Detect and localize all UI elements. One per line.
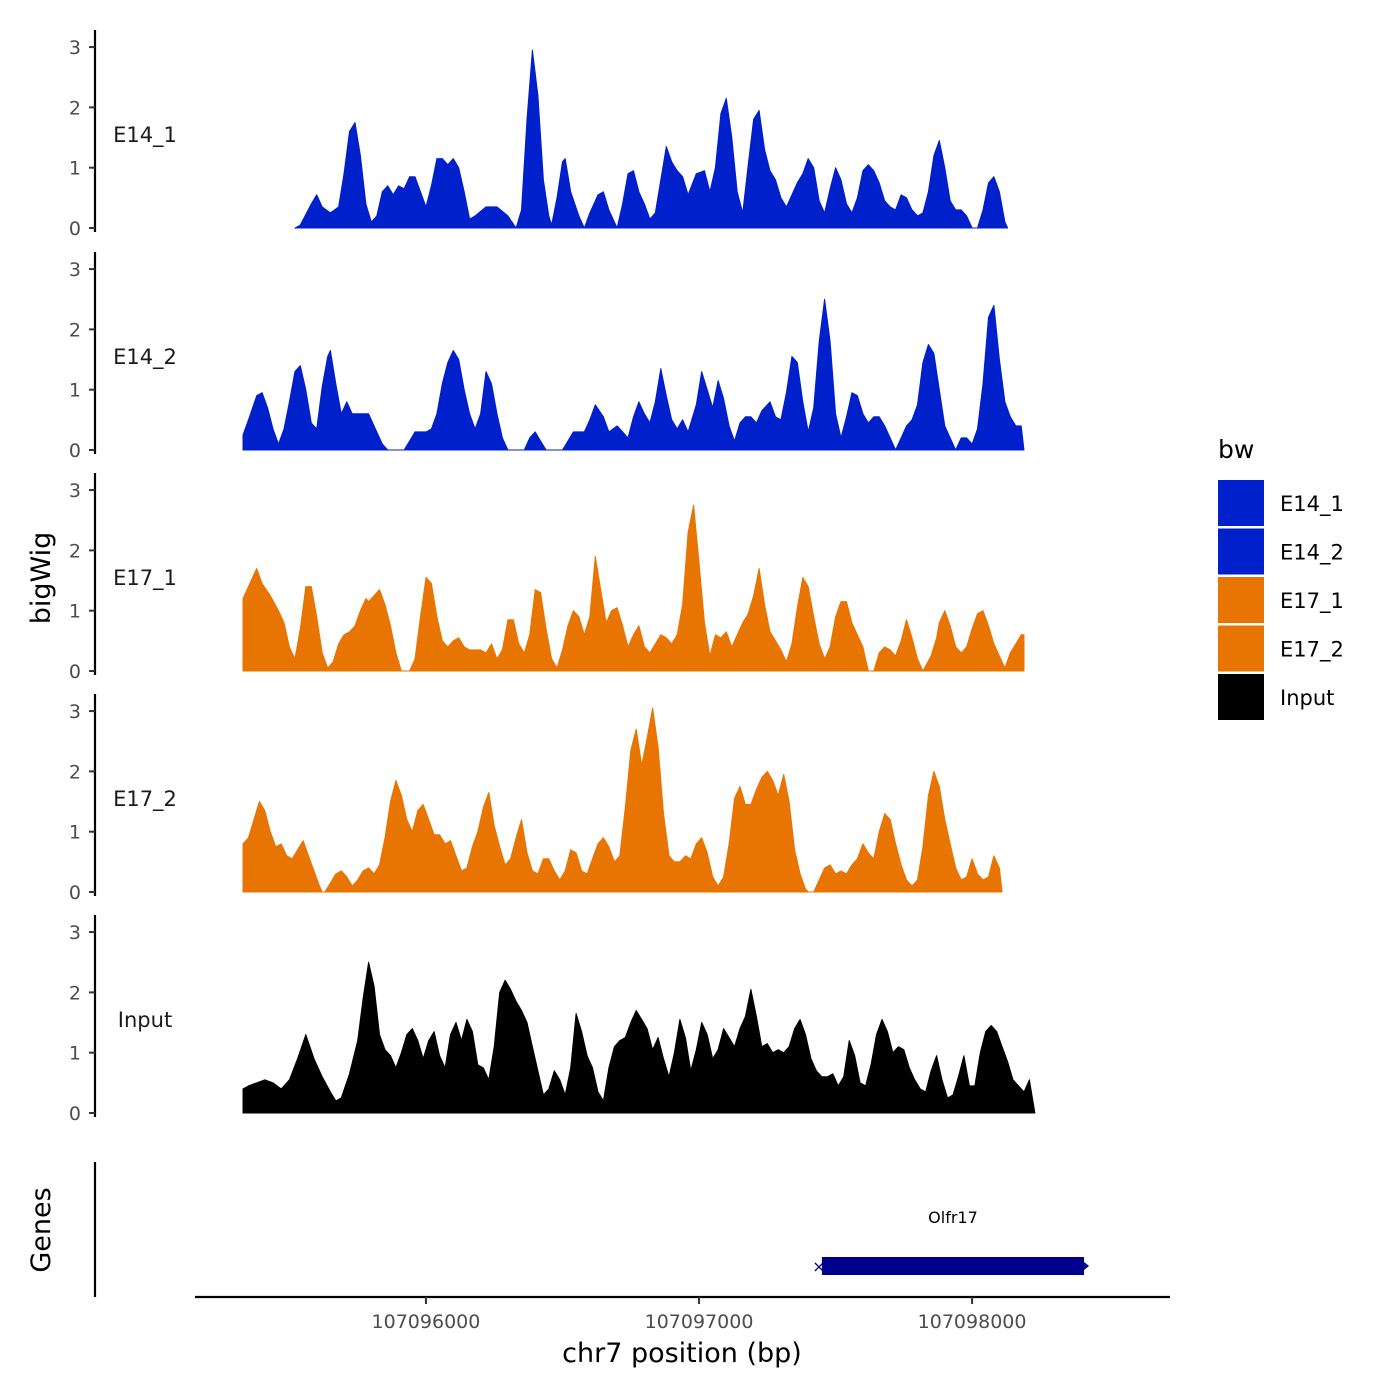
- y-tick-label: 2: [69, 540, 81, 562]
- legend-swatch: [1218, 674, 1264, 720]
- y-tick-label: 3: [69, 701, 81, 723]
- gene-start-marker: ×: [812, 1257, 825, 1276]
- y-tick-label: 3: [69, 480, 81, 502]
- legend-title: bw: [1218, 435, 1254, 464]
- legend: bw E14_1 E14_2 E17_1 E17_2 Input: [1218, 435, 1344, 720]
- y-tick-label: 3: [69, 922, 81, 944]
- area-input: [242, 961, 1036, 1114]
- y-tick-label: 0: [69, 218, 81, 240]
- y-tick-label: 3: [69, 37, 81, 59]
- legend-swatch: [1218, 480, 1264, 526]
- legend-label: E17_1: [1280, 589, 1344, 614]
- y-axis-title: bigWig: [26, 532, 57, 625]
- y-tick-label: 1: [69, 380, 81, 402]
- gene-track: Genes × Olfr17: [26, 1162, 1090, 1297]
- y-tick-label: 0: [69, 882, 81, 904]
- area-e17-1: [242, 504, 1025, 672]
- y-tick-label: 0: [69, 1103, 81, 1125]
- track-e14-1: 0 1 2 3 E14_1: [69, 30, 1009, 240]
- y-tick-label: 3: [69, 259, 81, 281]
- x-axis: 107096000 107097000 107098000 chr7 positio…: [195, 1295, 1170, 1369]
- legend-label: E14_1: [1280, 492, 1344, 517]
- gene-strand-arrow: [1084, 1262, 1090, 1270]
- track-label: E14_1: [113, 123, 177, 148]
- x-tick-label: 107098000: [918, 1311, 1027, 1333]
- gene-feature-bar: [821, 1257, 1085, 1275]
- y-tick-label: 2: [69, 97, 81, 119]
- legend-label: E17_2: [1280, 638, 1344, 663]
- track-e14-2: 0 1 2 3 E14_2: [69, 252, 1025, 462]
- track-e17-2: 0 1 2 3 E17_2: [69, 694, 1003, 904]
- x-ticks: 107096000 107097000 107098000: [372, 1297, 1027, 1333]
- legend-items: E14_1 E14_2 E17_1 E17_2 Input: [1218, 480, 1344, 720]
- area-e14-2: [242, 298, 1025, 451]
- y-tick-label: 2: [69, 982, 81, 1004]
- y-tick-label: 2: [69, 319, 81, 341]
- y-tick-label: 1: [69, 158, 81, 180]
- y-tick-label: 1: [69, 1043, 81, 1065]
- gene-features: × Olfr17: [812, 1208, 1090, 1276]
- gene-label: Olfr17: [928, 1208, 978, 1227]
- x-tick-label: 107097000: [645, 1311, 754, 1333]
- y-tick-label: 2: [69, 761, 81, 783]
- legend-label: E14_2: [1280, 541, 1344, 566]
- track-e17-1: 0 1 2 3 E17_1: [69, 473, 1025, 683]
- track-label: E14_2: [113, 345, 177, 370]
- legend-swatch: [1218, 625, 1264, 672]
- y-tick-label: 1: [69, 822, 81, 844]
- x-tick-label: 107096000: [372, 1311, 481, 1333]
- area-e14-1: [294, 49, 1009, 229]
- y-tick-label: 1: [69, 601, 81, 623]
- y-tick-label: 0: [69, 661, 81, 683]
- track-label: E17_2: [113, 787, 177, 812]
- y-tick-label: 0: [69, 440, 81, 462]
- x-axis-title: chr7 position (bp): [562, 1338, 802, 1369]
- legend-swatch: [1218, 577, 1264, 623]
- area-e17-2: [242, 707, 1003, 893]
- track-input: 0 1 2 3 Input: [69, 915, 1036, 1125]
- legend-swatch: [1218, 528, 1264, 575]
- genes-axis-title: Genes: [26, 1187, 57, 1272]
- track-label: E17_1: [113, 566, 177, 591]
- track-label: Input: [118, 1008, 172, 1032]
- tracks: 0 1 2 3 E14_1 0 1 2 3 E14_2 0 1 2 3 E17_1 0 1 2 3 E17_2 0 1 2 3…: [69, 30, 1036, 1125]
- legend-label: Input: [1280, 686, 1334, 710]
